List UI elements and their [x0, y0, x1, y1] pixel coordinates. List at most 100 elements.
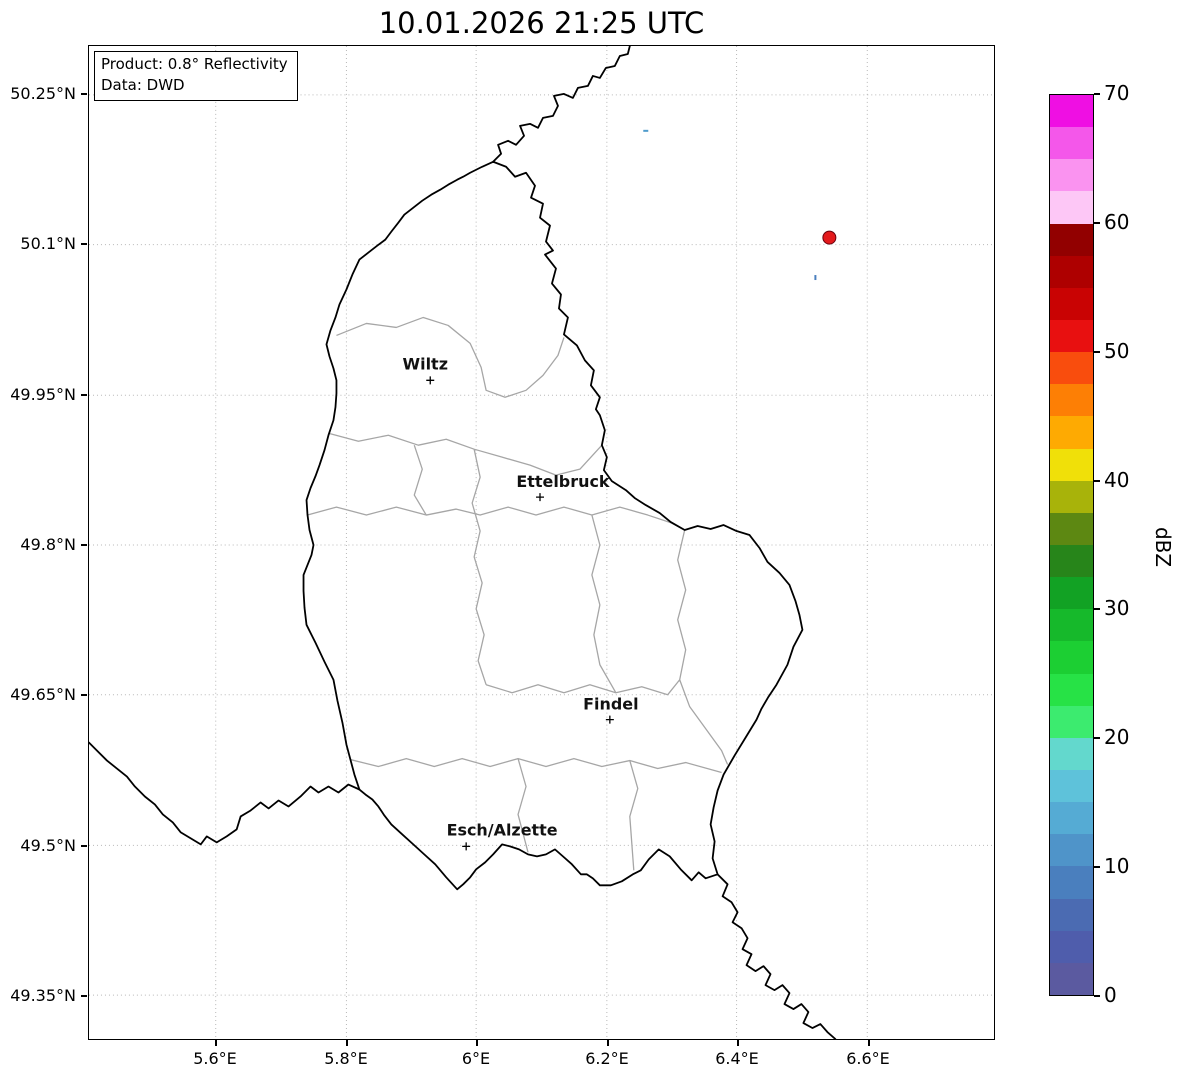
y-tick-mark	[81, 845, 87, 847]
colorbar-segment	[1050, 448, 1093, 481]
france-germany-border	[716, 873, 837, 1039]
map-canvas: Wiltz Ettelbruck Findel Esch/Alzette	[89, 46, 994, 1039]
city-marker	[605, 715, 614, 724]
colorbar-segment	[1050, 544, 1093, 578]
y-tick-mark	[81, 243, 87, 245]
x-tick-label: 5.8°E	[324, 1049, 368, 1068]
colorbar-segment	[1050, 127, 1093, 160]
colorbar-segment	[1050, 480, 1093, 513]
colorbar-segment	[1050, 512, 1093, 545]
y-axis-labels: 50.25°N 50.1°N 49.95°N 49.8°N 49.65°N 49.5°N 4…	[0, 45, 84, 1040]
y-tick-label: 50.1°N	[20, 234, 76, 253]
y-tick-label: 49.65°N	[10, 685, 76, 704]
colorbar-tick-mark	[1094, 737, 1100, 740]
colorbar-segment	[1050, 962, 1093, 995]
y-tick-label: 50.25°N	[10, 84, 76, 103]
city: Esch/Alzette	[447, 820, 558, 851]
x-tick-mark	[737, 1040, 739, 1046]
colorbar-tick-mark	[1094, 995, 1100, 997]
x-tick-mark	[868, 1040, 870, 1046]
colorbar-tick-label: 50	[1104, 338, 1130, 363]
colorbar-segment	[1050, 95, 1093, 128]
city-layer: Wiltz Ettelbruck Findel Esch/Alzette	[403, 354, 639, 851]
colorbar-tick-mark	[1094, 608, 1100, 611]
colorbar-segment	[1050, 384, 1093, 417]
x-tick-mark	[476, 1040, 478, 1046]
y-tick-label: 49.95°N	[10, 385, 76, 404]
colorbar-segment	[1050, 673, 1093, 706]
x-tick-label: 6.2°E	[585, 1049, 629, 1068]
colorbar-tick-label: 30	[1104, 596, 1130, 621]
colorbar-tick-mark	[1094, 866, 1100, 869]
colorbar-segment	[1050, 577, 1093, 610]
radar-echo	[822, 230, 837, 245]
x-tick-label: 6.4°E	[715, 1049, 759, 1068]
colorbar-tick-mark	[1094, 221, 1100, 224]
colorbar-segment	[1050, 802, 1093, 835]
x-tick-mark	[607, 1040, 609, 1046]
y-tick-mark	[81, 93, 87, 95]
colorbar-segment	[1050, 641, 1093, 674]
y-tick-label: 49.8°N	[20, 535, 76, 554]
y-tick-mark	[81, 394, 87, 396]
radar-echo	[643, 129, 649, 132]
x-axis-labels: 5.6°E 5.8°E 6°E 6.2°E 6.4°E 6.6°E	[88, 1042, 995, 1072]
y-tick-mark	[81, 544, 87, 546]
colorbar-tick-label: 70	[1104, 81, 1130, 105]
product-info-line1: Product: 0.8° Reflectivity	[101, 55, 288, 73]
colorbar-tick-mark	[1094, 479, 1100, 482]
radar-echo-layer	[643, 129, 837, 281]
colorbar-segment	[1050, 255, 1093, 288]
district-borders	[307, 316, 729, 871]
city: Wiltz	[403, 354, 448, 385]
colorbar-tick-mark	[1094, 93, 1100, 95]
colorbar-segment	[1050, 737, 1093, 770]
radar-echo	[814, 275, 817, 281]
colorbar-tick-label: 20	[1104, 725, 1130, 750]
map-plot-area: Wiltz Ettelbruck Findel Esch/Alzette Produc…	[88, 45, 995, 1040]
product-info-line2: Data: DWD	[101, 76, 185, 94]
x-tick-label: 5.6°E	[193, 1049, 237, 1068]
colorbar-tick-label: 0	[1104, 983, 1117, 1007]
colorbar-segment	[1050, 223, 1093, 256]
city-label: Esch/Alzette	[447, 820, 558, 839]
colorbar-tick-label: 60	[1104, 209, 1130, 234]
belgium-france-border	[89, 741, 361, 846]
colorbar-segment	[1050, 898, 1093, 931]
colorbar-tick-label: 40	[1104, 467, 1130, 492]
colorbar-label: dBZ	[1151, 526, 1175, 568]
city-label: Wiltz	[403, 354, 448, 373]
x-tick-mark	[346, 1040, 348, 1046]
border-layer	[89, 46, 837, 1039]
colorbar-tick-mark	[1094, 350, 1100, 353]
city: Ettelbruck	[516, 472, 610, 502]
colorbar	[1049, 94, 1094, 996]
city-marker	[462, 842, 471, 851]
colorbar-tick-label: 10	[1104, 854, 1130, 879]
colorbar-segment	[1050, 159, 1093, 192]
x-tick-label: 6°E	[461, 1049, 491, 1068]
city: Findel	[583, 695, 639, 724]
product-info-box: Product: 0.8° Reflectivity Data: DWD	[94, 51, 298, 101]
colorbar-segment	[1050, 866, 1093, 899]
plot-title: 10.01.2026 21:25 UTC	[378, 6, 705, 40]
city-marker	[426, 376, 435, 385]
colorbar-segment	[1050, 191, 1093, 224]
city-label: Ettelbruck	[516, 472, 610, 491]
city-marker	[536, 493, 544, 502]
city-label: Findel	[583, 695, 638, 714]
y-tick-label: 49.35°N	[10, 986, 76, 1005]
colorbar-segment	[1050, 834, 1093, 867]
colorbar-segment	[1050, 769, 1093, 803]
gridline-layer	[89, 46, 994, 1039]
belgium-germany-border	[492, 46, 631, 163]
y-tick-mark	[81, 995, 87, 997]
colorbar-segment	[1050, 930, 1093, 963]
y-tick-mark	[81, 694, 87, 696]
colorbar-segment	[1050, 352, 1093, 385]
colorbar-segment	[1050, 609, 1093, 642]
colorbar-segment	[1050, 319, 1093, 353]
x-tick-mark	[215, 1040, 217, 1046]
luxembourg-border	[302, 160, 804, 891]
y-tick-label: 49.5°N	[20, 836, 76, 855]
